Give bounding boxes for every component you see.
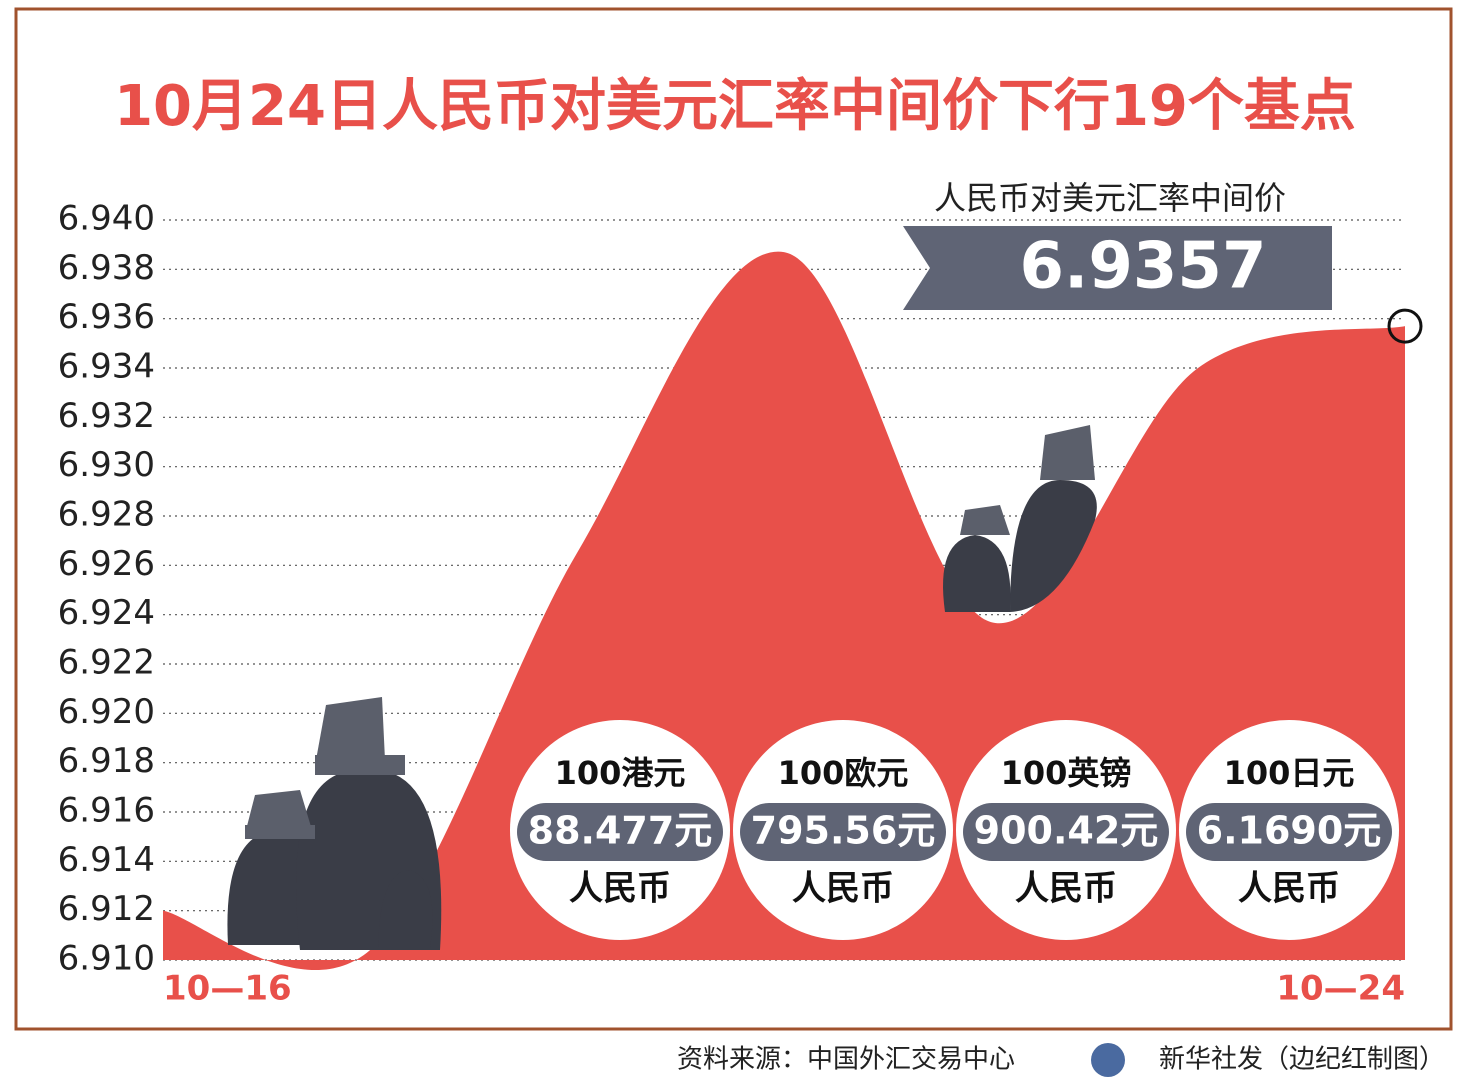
y-tick-label: 6.910 <box>58 939 155 979</box>
rate-unit: 人民币 <box>792 869 894 909</box>
source: 资料来源：中国外汇交易中心 <box>677 1045 1015 1075</box>
y-tick-label: 6.928 <box>58 495 155 535</box>
y-tick-label: 6.916 <box>58 791 155 831</box>
y-tick-label: 6.926 <box>58 544 155 584</box>
y-tick-label: 6.922 <box>58 643 155 683</box>
rate-pill <box>517 803 723 861</box>
rate-amount: 100欧元 <box>778 754 909 792</box>
rate-pill <box>740 803 946 861</box>
rate-value: 795.56元 <box>751 809 936 853</box>
callout-box <box>903 226 1332 310</box>
x-tick-label: 10—24 <box>1276 969 1405 1009</box>
y-tick-label: 6.934 <box>58 347 155 387</box>
y-tick-label: 6.924 <box>58 593 155 633</box>
rate-amount: 100英镑 <box>1001 754 1132 792</box>
y-tick-label: 6.936 <box>58 297 155 337</box>
end-marker <box>1387 308 1423 344</box>
rate-pill <box>963 803 1169 861</box>
y-tick-label: 6.938 <box>58 248 155 288</box>
y-tick-label: 6.932 <box>58 396 155 436</box>
y-tick-label: 6.914 <box>58 840 155 880</box>
rate-unit: 人民币 <box>569 869 671 909</box>
money-bags <box>227 425 1097 950</box>
chart-title: 10月24日人民币对美元汇率中间价下行19个基点 <box>114 74 1356 139</box>
rate-unit: 人民币 <box>1015 869 1117 909</box>
callout-label: 人民币对美元汇率中间价 <box>934 179 1286 217</box>
rate-pill <box>1186 803 1392 861</box>
x-tick-label: 10—16 <box>163 969 292 1009</box>
y-tick-label: 6.912 <box>58 889 155 929</box>
grid: 6.940 6.938 6.936 6.934 6.932 6.930 6.928 6.926… <box>58 199 1405 979</box>
y-tick-label: 6.918 <box>58 741 155 781</box>
rate-value: 6.1690元 <box>1197 809 1382 853</box>
y-tick-label: 6.930 <box>58 445 155 485</box>
rate-amount: 100日元 <box>1224 754 1355 792</box>
rate-value: 900.42元 <box>974 809 1159 853</box>
rate-value: 88.477元 <box>528 809 713 853</box>
rate-unit: 人民币 <box>1238 869 1340 909</box>
callout: 人民币对美元汇率中间价 6.9357 <box>903 179 1332 310</box>
callout-value: 6.9357 <box>1020 230 1267 304</box>
y-tick-label: 6.920 <box>58 692 155 732</box>
logo <box>1091 1043 1125 1077</box>
y-tick-label: 6.940 <box>58 199 155 239</box>
rate-amount: 100港元 <box>555 754 686 792</box>
credit: 新华社发（边纪红制图） <box>1159 1045 1445 1075</box>
